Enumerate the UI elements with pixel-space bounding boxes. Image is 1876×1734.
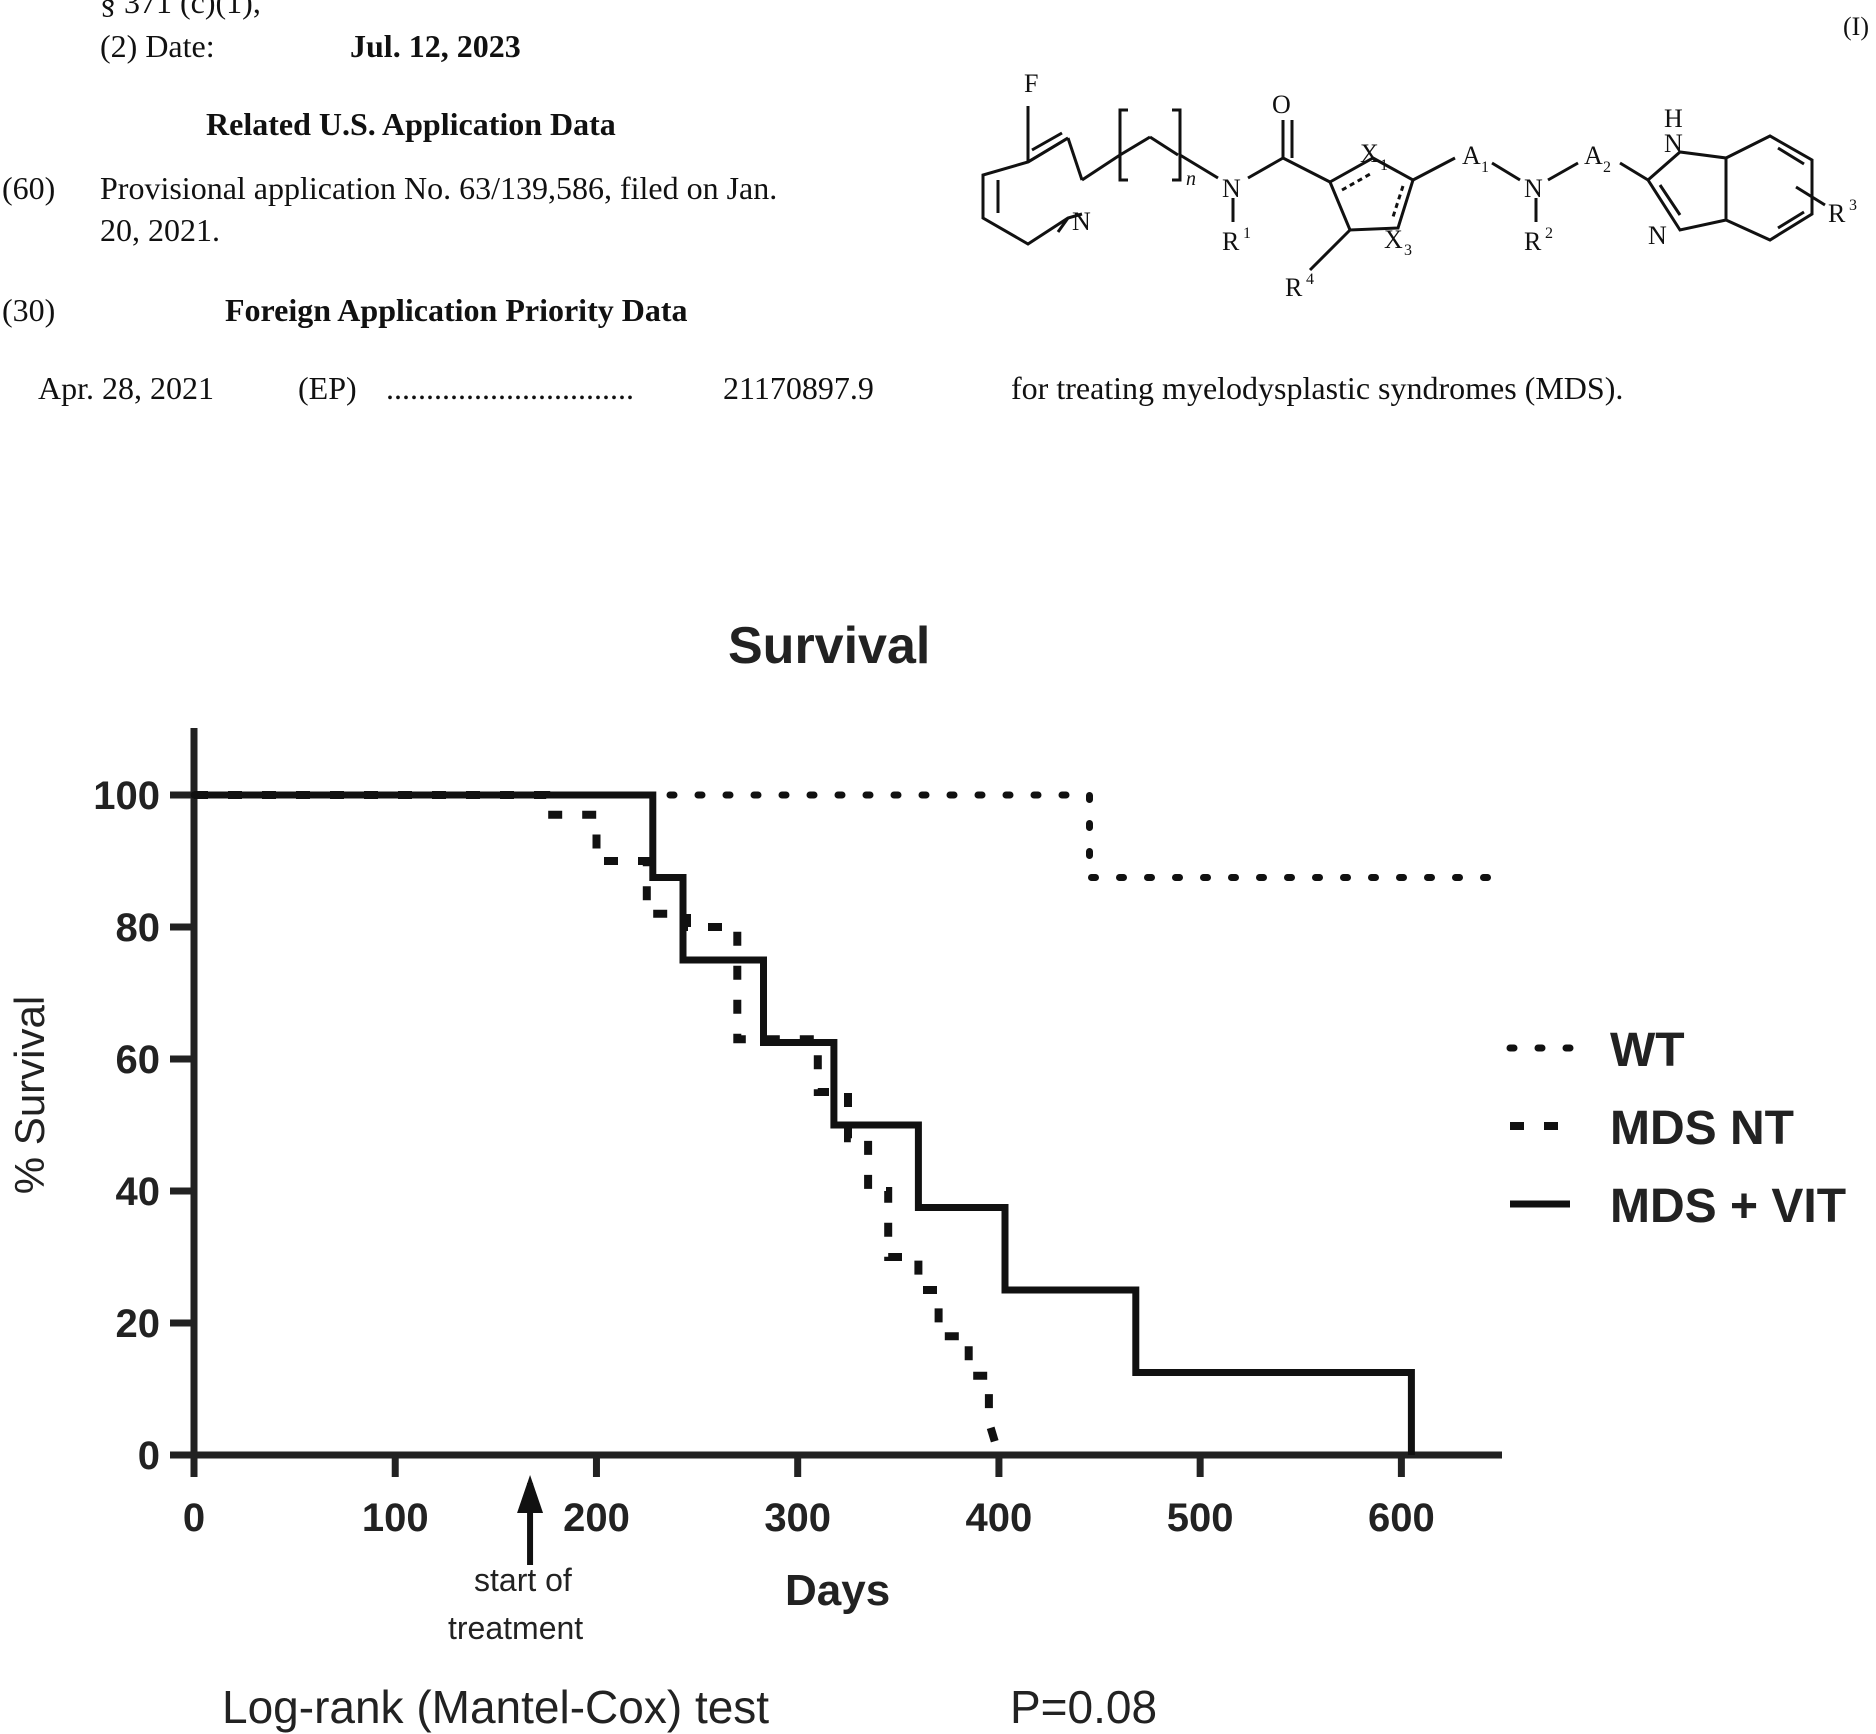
x-axis-label: Days [785, 1566, 890, 1616]
x-tick-label: 100 [362, 1496, 429, 1540]
y-tick-label: 80 [116, 906, 161, 950]
treatment-arrow-head [517, 1475, 543, 1513]
x-tick-label: 600 [1368, 1496, 1435, 1540]
logrank-test-label: Log-rank (Mantel-Cox) test [222, 1680, 769, 1734]
y-tick-label: 40 [116, 1170, 161, 1214]
x-tick-label: 300 [764, 1496, 831, 1540]
x-tick-label: 0 [183, 1496, 205, 1540]
p-value-label: P=0.08 [1010, 1680, 1157, 1734]
legend-label: MDS + VIT [1610, 1180, 1846, 1233]
legend-label: WT [1610, 1024, 1685, 1077]
series-line-wt [194, 795, 1502, 878]
y-tick-label: 60 [116, 1038, 161, 1082]
x-tick-label: 500 [1167, 1496, 1234, 1540]
treatment-annotation-line-1: start of [474, 1562, 572, 1599]
x-tick-label: 400 [966, 1496, 1033, 1540]
y-tick-label: 100 [93, 774, 160, 818]
x-tick-label: 200 [563, 1496, 630, 1540]
treatment-annotation-line-2: treatment [448, 1610, 583, 1647]
series-line-mds-vit [194, 795, 1411, 1455]
y-tick-label: 20 [116, 1302, 161, 1346]
legend-label: MDS NT [1610, 1102, 1794, 1155]
y-tick-label: 0 [138, 1434, 160, 1478]
